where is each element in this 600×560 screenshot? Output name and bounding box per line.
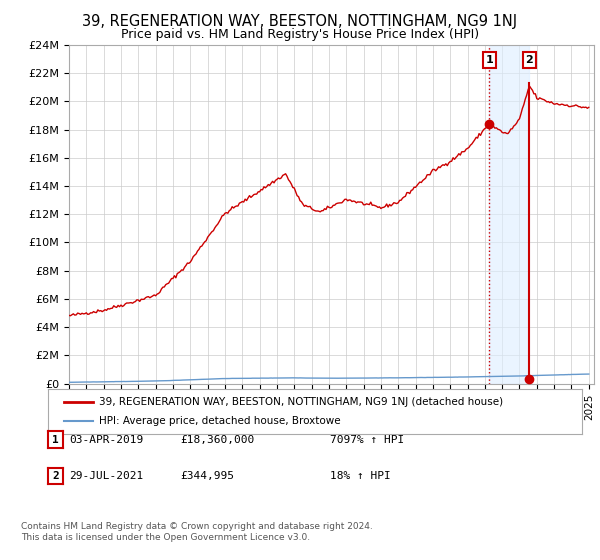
Text: 18% ↑ HPI: 18% ↑ HPI [330, 471, 391, 481]
Text: 39, REGENERATION WAY, BEESTON, NOTTINGHAM, NG9 1NJ (detached house): 39, REGENERATION WAY, BEESTON, NOTTINGHA… [99, 396, 503, 407]
Text: 7097% ↑ HPI: 7097% ↑ HPI [330, 435, 404, 445]
Text: This data is licensed under the Open Government Licence v3.0.: This data is licensed under the Open Gov… [21, 533, 310, 542]
Text: £18,360,000: £18,360,000 [180, 435, 254, 445]
Text: Price paid vs. HM Land Registry's House Price Index (HPI): Price paid vs. HM Land Registry's House … [121, 28, 479, 41]
Text: 1: 1 [52, 435, 59, 445]
Text: 03-APR-2019: 03-APR-2019 [69, 435, 143, 445]
Text: 39, REGENERATION WAY, BEESTON, NOTTINGHAM, NG9 1NJ: 39, REGENERATION WAY, BEESTON, NOTTINGHA… [82, 14, 518, 29]
Text: HPI: Average price, detached house, Broxtowe: HPI: Average price, detached house, Brox… [99, 417, 340, 427]
Text: 29-JUL-2021: 29-JUL-2021 [69, 471, 143, 481]
Text: Contains HM Land Registry data © Crown copyright and database right 2024.: Contains HM Land Registry data © Crown c… [21, 522, 373, 531]
Text: 2: 2 [526, 55, 533, 65]
Text: 1: 1 [485, 55, 493, 65]
Text: £344,995: £344,995 [180, 471, 234, 481]
Text: 2: 2 [52, 471, 59, 481]
Bar [489, 45, 529, 384]
